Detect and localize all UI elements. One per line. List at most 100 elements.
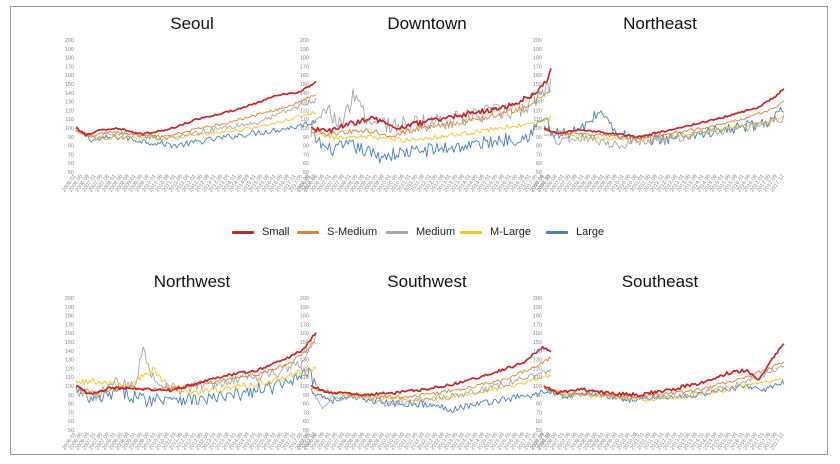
y-tick-label: 160	[533, 73, 542, 79]
series-line-s-medium	[75, 94, 317, 139]
series-line-s-medium	[543, 100, 785, 141]
y-tick-label: 110	[533, 375, 542, 381]
series-line-s-medium	[75, 341, 317, 395]
y-tick-label: 160	[533, 331, 542, 337]
y-tick-label: 70	[68, 152, 74, 158]
series-line-small	[543, 88, 785, 139]
y-tick-label: 190	[300, 47, 309, 53]
y-tick-label: 100	[533, 384, 542, 390]
series-line-small	[310, 345, 552, 397]
chart-svg: 50 60 70 80 90 100 110 120 130 140 150 160 170 180 190…	[62, 296, 318, 451]
chart-svg: 50 60 70 80 90 100 110 120 130 140 150 160 170 180 190…	[530, 296, 786, 451]
y-tick-label: 60	[303, 161, 309, 167]
y-tick-label: 180	[65, 56, 74, 62]
y-tick-label: 170	[533, 64, 542, 70]
y-tick-label: 130	[300, 100, 309, 106]
panel-title: Northeast	[623, 14, 697, 33]
y-tick-label: 190	[533, 305, 542, 311]
y-tick-label: 200	[533, 296, 542, 302]
y-tick-label: 190	[533, 47, 542, 53]
y-tick-label: 100	[533, 126, 542, 132]
y-tick-label: 50	[536, 428, 542, 434]
y-tick-label: 120	[65, 108, 74, 114]
y-tick-label: 150	[533, 82, 542, 88]
legend-label: Medium	[416, 226, 456, 238]
panel-title: Northwest	[153, 272, 231, 291]
series-line-large	[543, 106, 785, 146]
series-line-small	[75, 332, 317, 396]
y-tick-label: 170	[300, 322, 309, 328]
y-tick-label: 130	[65, 100, 74, 106]
panel-downtown: Downtown 50 60 70 80 90 100 110 120 130 140 150 160…	[297, 14, 557, 193]
y-tick-label: 100	[65, 384, 74, 390]
series-line-s-medium	[310, 89, 552, 138]
y-tick-label: 160	[65, 73, 74, 79]
y-tick-label: 110	[300, 117, 309, 123]
panel-title: Downtown	[387, 14, 467, 33]
y-tick-label: 130	[300, 358, 309, 364]
series-line-m-large	[75, 111, 317, 142]
y-tick-label: 170	[533, 322, 542, 328]
series-line-large	[75, 367, 317, 408]
y-tick-label: 60	[68, 161, 74, 167]
series-line-s-medium	[543, 361, 785, 398]
y-tick-label: 140	[300, 349, 309, 355]
series-line-medium	[75, 332, 317, 402]
y-tick-label: 140	[65, 349, 74, 355]
y-tick-label: 140	[65, 91, 74, 97]
y-tick-label: 80	[68, 144, 74, 150]
series-line-m-large	[543, 377, 785, 403]
y-tick-label: 120	[533, 366, 542, 372]
y-tick-label: 90	[303, 135, 309, 141]
y-tick-label: 150	[533, 340, 542, 346]
panel-southwest: Southwest 50 60 70 80 90 100 110 120 130 140 150 16…	[297, 272, 557, 451]
panel-northeast: Northeast 50 60 70 80 90 100 110 120 130 140 150 16…	[530, 14, 790, 193]
chart-svg: 50 60 70 80 90 100 110 120 130 140 150 160 170 180 190…	[62, 38, 318, 193]
y-tick-label: 90	[536, 393, 542, 399]
y-tick-label: 50	[303, 170, 309, 176]
legend-label: M-Large	[490, 226, 531, 238]
legend-swatch	[460, 231, 482, 234]
y-tick-label: 170	[300, 64, 309, 70]
y-tick-label: 120	[300, 366, 309, 372]
y-tick-label: 150	[300, 82, 309, 88]
y-tick-label: 110	[65, 375, 74, 381]
series-line-small	[75, 80, 317, 137]
y-tick-label: 190	[300, 305, 309, 311]
y-tick-label: 120	[533, 108, 542, 114]
y-tick-label: 110	[300, 375, 309, 381]
y-tick-label: 50	[303, 428, 309, 434]
panel-southeast: Southeast 50 60 70 80 90 100 110 120 130 140 150 16…	[530, 272, 790, 451]
series-line-large	[310, 117, 552, 164]
y-tick-label: 180	[65, 314, 74, 320]
y-tick-label: 80	[68, 402, 74, 408]
chart-svg: 50 60 70 80 90 100 110 120 130 140 150 160 170 180 190…	[530, 38, 786, 193]
legend-swatch	[386, 231, 408, 234]
panel-seoul: Seoul 50 60 70 80 90 100 110 120 130 140 150 160 170…	[62, 14, 322, 193]
y-tick-label: 140	[533, 349, 542, 355]
y-tick-label: 170	[65, 64, 74, 70]
y-tick-label: 70	[303, 410, 309, 416]
y-tick-label: 100	[300, 384, 309, 390]
series-line-m-large	[75, 366, 317, 396]
y-tick-label: 180	[533, 56, 542, 62]
y-tick-label: 60	[303, 419, 309, 425]
y-tick-label: 130	[533, 358, 542, 364]
y-tick-label: 160	[300, 331, 309, 337]
series-line-medium	[310, 78, 552, 138]
y-tick-label: 50	[536, 170, 542, 176]
y-tick-label: 50	[68, 170, 74, 176]
y-tick-label: 70	[303, 152, 309, 158]
panel-title: Seoul	[170, 14, 214, 33]
chart-svg: 50 60 70 80 90 100 110 120 130 140 150 160 170 180 190…	[297, 38, 553, 193]
y-tick-label: 100	[300, 126, 309, 132]
y-tick-label: 200	[300, 296, 309, 302]
y-tick-label: 70	[536, 410, 542, 416]
y-tick-label: 70	[68, 410, 74, 416]
panel-title: Southeast	[621, 272, 699, 291]
y-tick-label: 80	[303, 402, 309, 408]
series-line-m-large	[543, 116, 785, 143]
y-tick-label: 70	[536, 152, 542, 158]
series-line-large	[75, 120, 317, 149]
series-line-medium	[543, 114, 785, 150]
